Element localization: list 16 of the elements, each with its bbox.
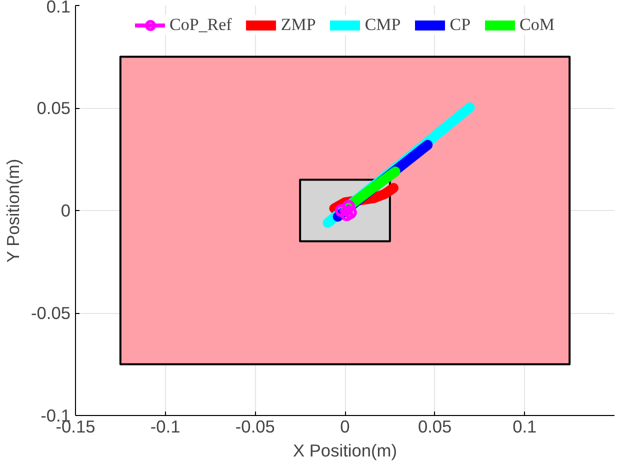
x-tick-label: 0.05 (418, 416, 452, 436)
x-axis-title: X Position(m) (293, 440, 398, 460)
legend-label: CP (450, 15, 471, 35)
legend-label: ZMP (280, 15, 316, 35)
legend-label: CoP_Ref (170, 15, 232, 35)
legend-label: CoM (520, 15, 554, 35)
y-tick-label: 0 (60, 200, 71, 220)
y-tick-label: 0.1 (46, 0, 71, 16)
x-tick-label: 0 (340, 416, 350, 436)
y-axis-title: Y Position(m) (3, 158, 24, 262)
x-tick-label: -0.05 (235, 416, 275, 436)
x-tick-label: 0.1 (512, 416, 537, 436)
x-tick-label: -0.1 (150, 416, 180, 436)
y-tick-label: 0.05 (36, 98, 71, 118)
legend-label: CMP (364, 15, 401, 35)
y-tick-label: -0.05 (31, 303, 71, 323)
